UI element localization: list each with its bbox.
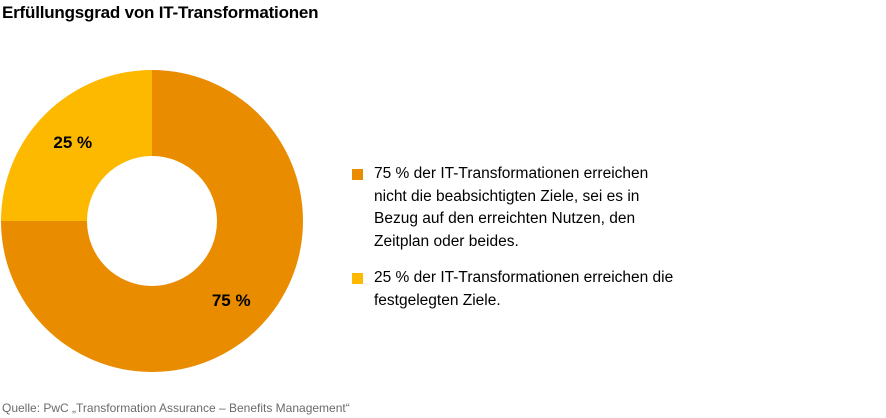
chart-title: Erfüllungsgrad von IT-Transformationen: [2, 3, 319, 22]
donut-slice-25: [1, 70, 152, 221]
source-note: Quelle: PwC „Transformation Assurance – …: [2, 401, 350, 415]
legend-text-25: 25 % der IT-Transformationen erreichen d…: [374, 269, 674, 309]
legend-text-75: 75 % der IT-Transformationen erreichen n…: [374, 165, 649, 250]
legend-swatch-75: [352, 169, 363, 180]
slice-label-75: 75 %: [212, 291, 251, 310]
legend: 75 % der IT-Transformationen erreichen n…: [352, 163, 682, 326]
legend-item-75: 75 % der IT-Transformationen erreichen n…: [352, 163, 682, 253]
donut-slice-75: [1, 70, 303, 372]
legend-item-25: 25 % der IT-Transformationen erreichen d…: [352, 267, 682, 312]
donut-chart: 75 % 25 %: [1, 70, 303, 372]
legend-swatch-25: [352, 273, 363, 284]
slice-label-25: 25 %: [53, 133, 92, 152]
